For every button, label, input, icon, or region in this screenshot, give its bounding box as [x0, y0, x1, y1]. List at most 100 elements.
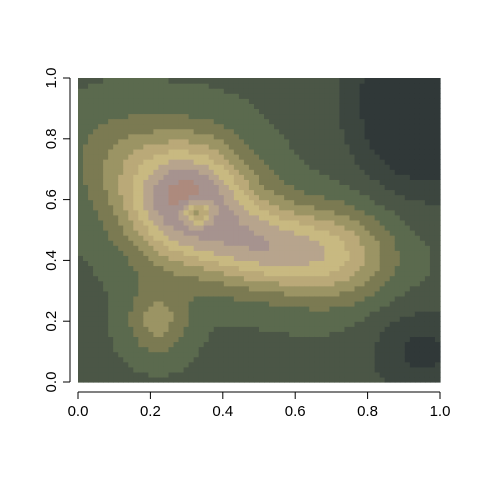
heatmap-cell — [244, 205, 250, 211]
heatmap-cell — [405, 276, 411, 282]
heatmap-cell — [259, 235, 265, 241]
heatmap-cell — [184, 225, 190, 231]
heatmap-cell — [344, 200, 350, 206]
heatmap-cell — [269, 250, 275, 256]
heatmap-cell — [249, 265, 255, 271]
heatmap-cell — [163, 139, 169, 145]
heatmap-cell — [339, 336, 345, 342]
heatmap-cell — [435, 149, 441, 155]
heatmap-cell — [350, 78, 356, 84]
heatmap-cell — [395, 377, 401, 383]
heatmap-cell — [405, 88, 411, 94]
heatmap-cell — [189, 205, 195, 211]
heatmap-cell — [380, 326, 386, 332]
heatmap-cell — [78, 306, 84, 312]
heatmap-cell — [274, 164, 280, 170]
heatmap-cell — [430, 336, 436, 342]
heatmap-cell — [78, 276, 84, 282]
heatmap-cell — [93, 210, 99, 216]
heatmap-cell — [309, 210, 315, 216]
heatmap-cell — [344, 144, 350, 150]
heatmap-cell — [410, 119, 416, 125]
heatmap-cell — [153, 347, 159, 353]
heatmap-cell — [93, 154, 99, 160]
heatmap-cell — [420, 139, 426, 145]
heatmap-cell — [214, 83, 220, 89]
heatmap-cell — [324, 88, 330, 94]
heatmap-cell — [350, 250, 356, 256]
heatmap-cell — [199, 139, 205, 145]
heatmap-cell — [229, 296, 235, 302]
heatmap-cell — [163, 336, 169, 342]
heatmap-cell — [138, 108, 144, 114]
heatmap-cell — [350, 129, 356, 135]
heatmap-cell — [319, 286, 325, 292]
heatmap-cell — [304, 260, 310, 266]
heatmap-cell — [344, 306, 350, 312]
heatmap-cell — [395, 341, 401, 347]
heatmap-cell — [204, 245, 210, 251]
heatmap-cell — [435, 195, 441, 201]
heatmap-cell — [199, 164, 205, 170]
heatmap-cell — [334, 230, 340, 236]
heatmap-cell — [344, 301, 350, 307]
heatmap-cell — [420, 357, 426, 363]
heatmap-cell — [249, 134, 255, 140]
heatmap-cell — [314, 311, 320, 317]
heatmap-cell — [309, 367, 315, 373]
heatmap-cell — [209, 159, 215, 165]
heatmap-cell — [385, 240, 391, 246]
heatmap-cell — [319, 341, 325, 347]
heatmap-cell — [435, 306, 441, 312]
heatmap-cell — [148, 271, 154, 277]
heatmap-cell — [304, 179, 310, 185]
heatmap-cell — [184, 230, 190, 236]
heatmap-cell — [360, 362, 366, 368]
heatmap-cell — [355, 98, 361, 104]
heatmap-cell — [289, 326, 295, 332]
heatmap-cell — [279, 225, 285, 231]
heatmap-cell — [138, 341, 144, 347]
heatmap-cell — [108, 159, 114, 165]
heatmap-cell — [254, 336, 260, 342]
heatmap-cell — [128, 154, 134, 160]
heatmap-cell — [93, 235, 99, 241]
heatmap-cell — [264, 174, 270, 180]
heatmap-cell — [204, 250, 210, 256]
heatmap-cell — [103, 93, 109, 99]
heatmap-cell — [344, 169, 350, 175]
heatmap-cell — [143, 362, 149, 368]
heatmap-cell — [360, 149, 366, 155]
heatmap-cell — [229, 119, 235, 125]
heatmap-cell — [113, 286, 119, 292]
heatmap-cell — [350, 205, 356, 211]
heatmap-cell — [179, 281, 185, 287]
heatmap-cell — [209, 108, 215, 114]
heatmap-cell — [128, 311, 134, 317]
heatmap-cell — [163, 144, 169, 150]
heatmap-cell — [400, 134, 406, 140]
heatmap-cell — [88, 240, 94, 246]
heatmap-cell — [400, 260, 406, 266]
heatmap-cell — [405, 321, 411, 327]
heatmap-cell — [355, 88, 361, 94]
heatmap-cell — [264, 149, 270, 155]
heatmap-cell — [244, 174, 250, 180]
heatmap-cell — [229, 184, 235, 190]
heatmap-cell — [304, 377, 310, 383]
heatmap-cell — [344, 357, 350, 363]
heatmap-cell — [244, 149, 250, 155]
heatmap-cell — [118, 129, 124, 135]
heatmap-cell — [209, 291, 215, 297]
heatmap-cell — [370, 230, 376, 236]
heatmap-cell — [153, 78, 159, 84]
heatmap-cell — [184, 336, 190, 342]
heatmap-cell — [324, 250, 330, 256]
heatmap-cell — [360, 159, 366, 165]
heatmap-cell — [324, 134, 330, 140]
heatmap-cell — [430, 164, 436, 170]
heatmap-cell — [148, 225, 154, 231]
heatmap-cell — [420, 326, 426, 332]
heatmap-cell — [194, 301, 200, 307]
heatmap-cell — [83, 93, 89, 99]
